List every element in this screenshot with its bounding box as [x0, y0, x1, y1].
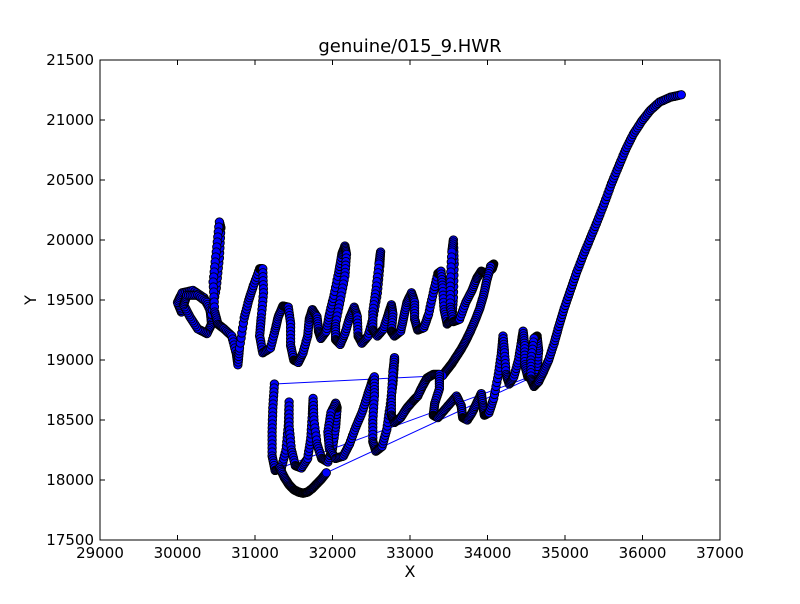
y-tick-label: 19500: [46, 291, 94, 309]
y-tick-label: 20000: [46, 231, 94, 249]
x-tick-label: 29000: [76, 544, 124, 562]
data-layer: [172, 90, 686, 498]
x-tick-label: 35000: [541, 544, 589, 562]
x-tick-label: 37000: [696, 544, 744, 562]
x-tick-label: 34000: [464, 544, 512, 562]
y-tick-label: 18500: [46, 411, 94, 429]
y-tick-label: 18000: [46, 471, 94, 489]
x-tick-label: 30000: [154, 544, 202, 562]
x-tick-label: 36000: [619, 544, 667, 562]
x-axis-label: X: [405, 562, 416, 581]
x-tick-label: 31000: [231, 544, 279, 562]
x-tick-label: 33000: [386, 544, 434, 562]
plot-frame: [99, 59, 721, 541]
y-tick-label: 21000: [46, 111, 94, 129]
y-tick-label: 17500: [46, 531, 94, 549]
x-tick-label: 32000: [309, 544, 357, 562]
chart-title: genuine/015_9.HWR: [318, 36, 501, 57]
y-axis-label: Y: [21, 295, 40, 306]
data-point: [321, 468, 331, 478]
y-tick-label: 21500: [46, 51, 94, 69]
y-tick-label: 20500: [46, 171, 94, 189]
y-tick-label: 19000: [46, 351, 94, 369]
data-point: [676, 90, 686, 100]
axis-ticks: 29000 30000 31000 32000 33000 34000 35000 36000…: [46, 51, 744, 562]
